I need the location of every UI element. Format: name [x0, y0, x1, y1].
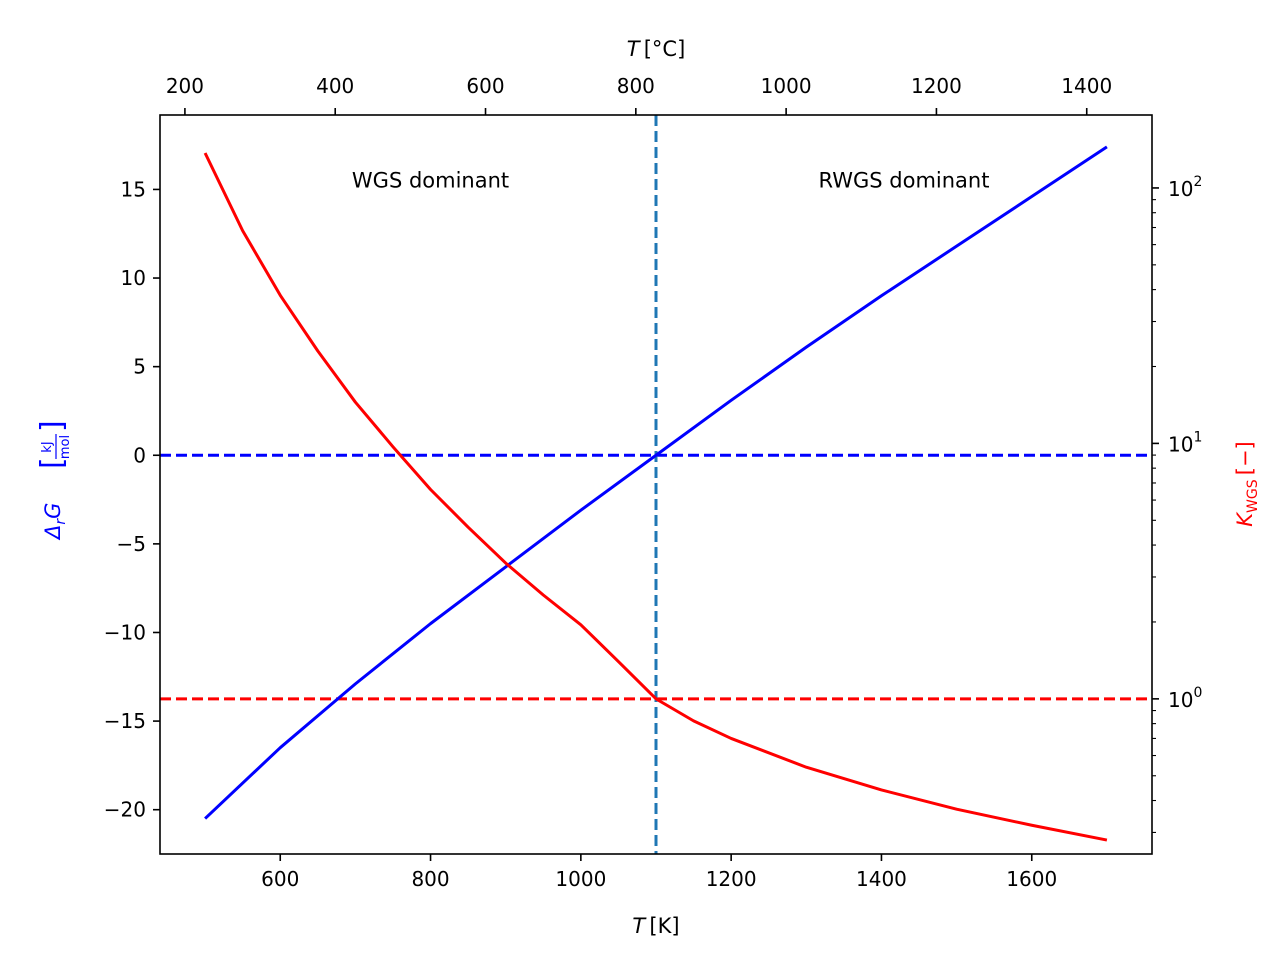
series-line-0 [204, 145, 1108, 820]
x-tick-label: 1600 [1006, 867, 1057, 891]
x-tick-label: 600 [261, 867, 299, 891]
y-left-tick-label: 0 [133, 443, 146, 467]
y-left-tick-label: −10 [104, 620, 146, 644]
x-top-tick-label: 1200 [911, 74, 962, 98]
x-axis-title: T [K] [632, 914, 679, 938]
y-left-tick-label: −20 [104, 798, 146, 822]
x-top-tick-label: 1000 [761, 74, 812, 98]
x-tick-label: 1400 [856, 867, 907, 891]
annotation-1: RWGS dominant [819, 169, 990, 193]
x-top-tick-label: 600 [466, 74, 504, 98]
x-top-tick-label: 200 [166, 74, 204, 98]
x-top-axis-title: T [°C] [627, 37, 686, 61]
y-left-unit-bracket-close: ] [35, 420, 70, 432]
y-right-tick-label: 102 [1168, 174, 1202, 201]
axis-titles: T [K] T [°C] ΔrG [ kJ mol] KWGS [−] [35, 37, 1261, 938]
series-lines [203, 145, 1108, 842]
y-left-unit-bracket-open: [ [35, 457, 70, 469]
x-top-tick-label: 400 [316, 74, 354, 98]
annotation-0: WGS dominant [352, 169, 509, 193]
y-right-tick-label: 101 [1168, 429, 1202, 456]
y-left-tick-label: 10 [121, 266, 146, 290]
y-left-unit-num: kJ [40, 441, 55, 452]
x-tick-label: 1200 [706, 867, 757, 891]
plot-frame [159, 114, 1153, 855]
x-top-tick-label: 800 [617, 74, 655, 98]
y-left-unit-den: mol [58, 435, 73, 459]
x-tick-label: 800 [411, 867, 449, 891]
y-left-tick-label: −15 [104, 709, 146, 733]
y-left-axis-title: ΔrG [ kJ mol] [35, 420, 73, 541]
annotations: WGS dominant RWGS dominant [352, 169, 990, 193]
y-right-tick-label: 100 [1168, 685, 1202, 712]
y-left-tick-label: 5 [133, 355, 146, 379]
series-line-1 [203, 152, 1108, 842]
y-left-tick-label: −5 [117, 532, 146, 556]
x-top-tick-label: 1400 [1061, 74, 1112, 98]
y-left-tick-label: 15 [121, 177, 146, 201]
x-tick-label: 1000 [555, 867, 606, 891]
y-right-axis-title-text: KWGS [−] [1233, 441, 1261, 527]
y-right-axis-title: KWGS [−] [1233, 441, 1261, 527]
y-left-axis-title-text: ΔrG [41, 503, 69, 541]
